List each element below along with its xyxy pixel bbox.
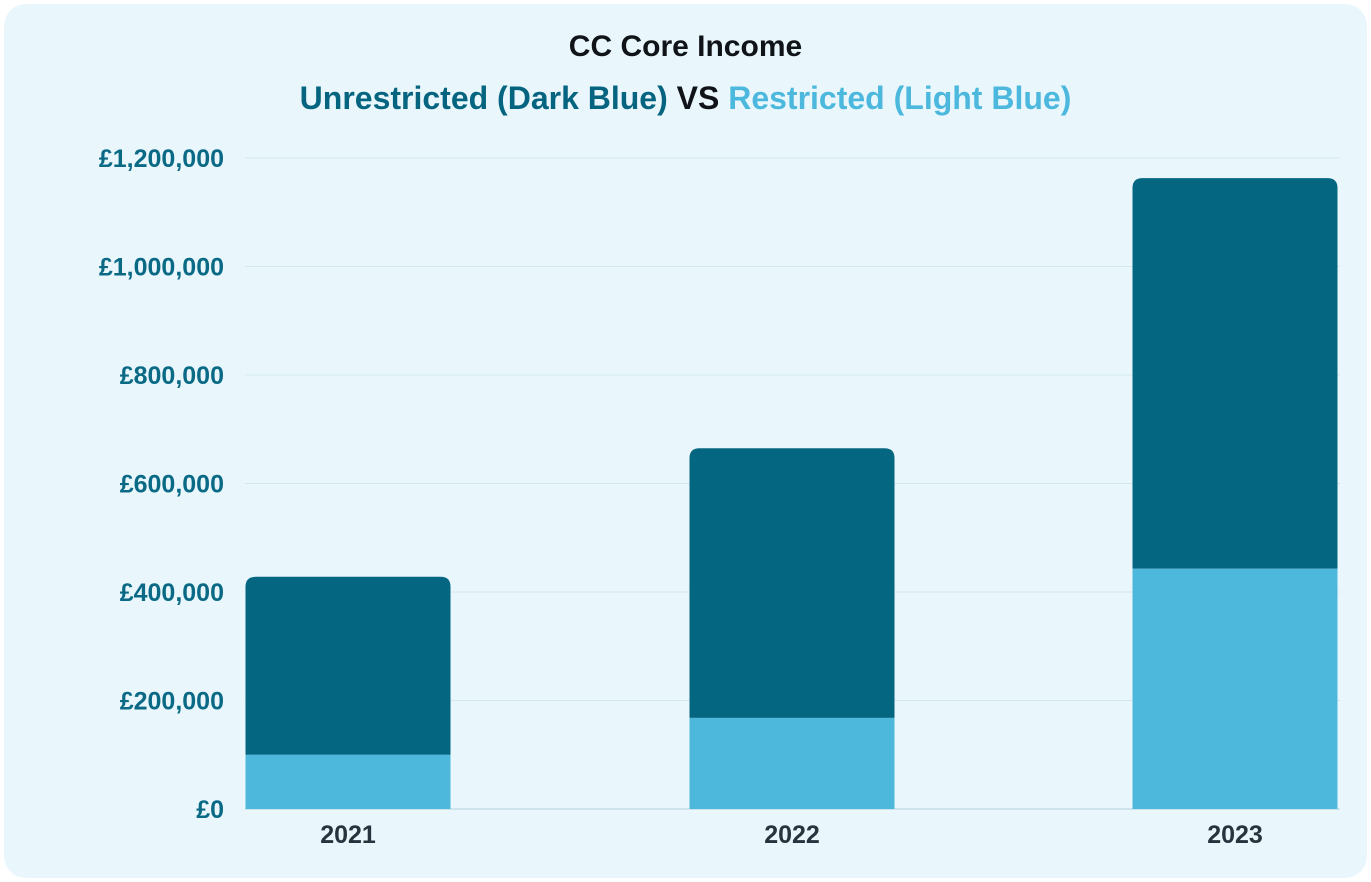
bar-restricted-2022 [689, 717, 895, 809]
chart-subtitle: Unrestricted (Dark Blue) VS Restricted (… [0, 80, 1371, 117]
x-category-label: 2022 [764, 821, 820, 849]
y-tick-label: £0 [196, 796, 224, 824]
subtitle-unrestricted: Unrestricted (Dark Blue) [299, 80, 668, 116]
bars [245, 178, 1338, 809]
x-category-label: 2023 [1207, 821, 1263, 849]
y-axis-ticks: £0 £200,000 £400,000 £600,000 £800,000 £1,000… [99, 145, 224, 824]
y-tick-label: £800,000 [120, 362, 224, 390]
bar-unrestricted-2023 [1132, 178, 1338, 569]
bar-restricted-2021 [245, 754, 451, 809]
y-tick-label: £400,000 [120, 579, 224, 607]
y-tick-label: £200,000 [120, 688, 224, 716]
bar-unrestricted-2021 [245, 576, 451, 755]
y-tick-label: £1,200,000 [99, 145, 224, 173]
chart-title: CC Core Income [568, 30, 803, 63]
y-tick-label: £600,000 [120, 471, 224, 499]
subtitle-vs: VS [676, 80, 720, 116]
y-tick-label: £1,000,000 [99, 254, 224, 282]
bar-restricted-2023 [1132, 568, 1338, 809]
bar-unrestricted-2022 [689, 448, 895, 718]
x-category-label: 2021 [320, 821, 376, 849]
subtitle-restricted: Restricted (Light Blue) [728, 80, 1072, 116]
x-axis-categories: 2021 2022 2023 [320, 821, 1263, 849]
